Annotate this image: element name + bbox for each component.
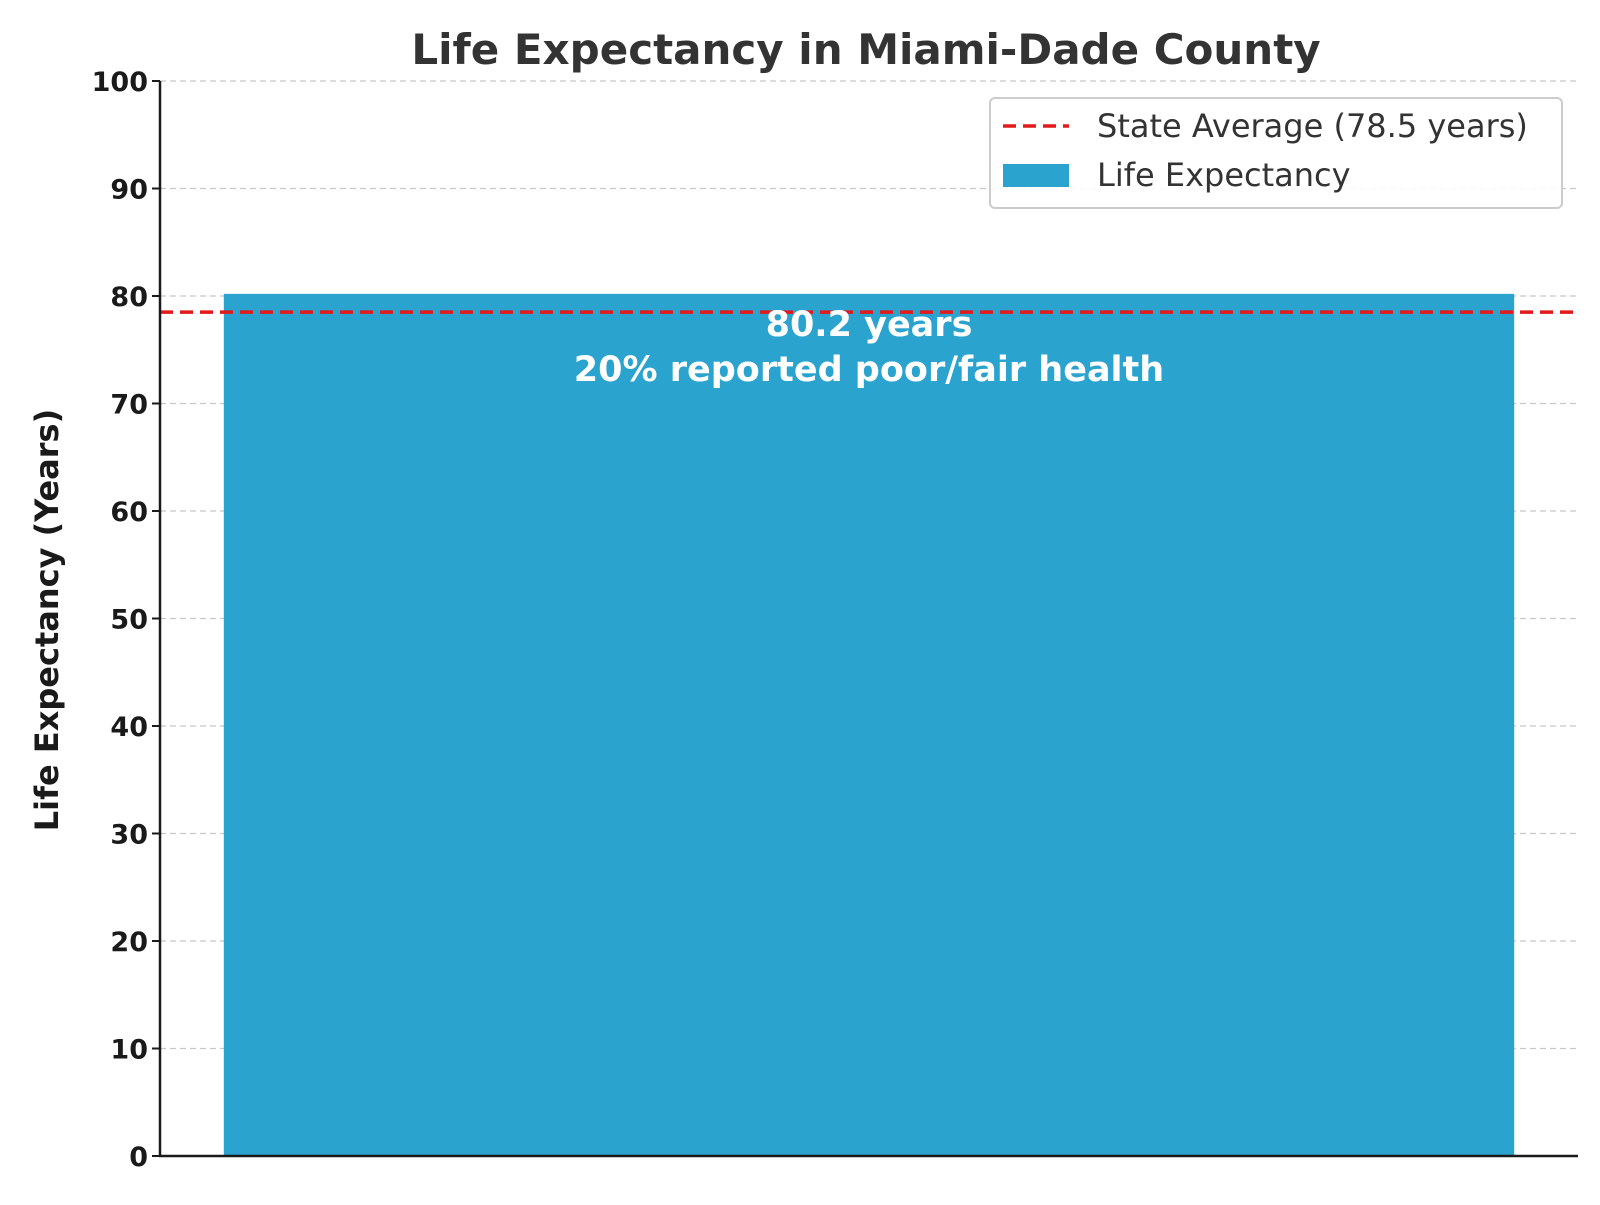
legend-entry-state-average: State Average (78.5 years) [1097, 107, 1528, 145]
y-axis-label: Life Expectancy (Years) [28, 409, 66, 831]
y-tick-label-100: 100 [92, 67, 148, 98]
y-tick-label-20: 20 [110, 927, 148, 958]
y-tick-label-50: 50 [110, 605, 148, 636]
legend-entry-life-expectancy: Life Expectancy [1097, 156, 1351, 194]
bar-data-label-line-0: 80.2 years [766, 305, 973, 345]
y-tick-label-0: 0 [129, 1142, 148, 1173]
y-tick-label-80: 80 [110, 282, 148, 313]
y-tick-label-90: 90 [110, 175, 148, 206]
y-tick-labels: 0 10 20 30 40 50 60 70 80 90 100 [92, 67, 160, 1173]
y-tick-label-70: 70 [110, 390, 148, 421]
bar-0-0 [223, 293, 1515, 1157]
bar-labels: 80.2 years 20% reported poor/fair health [574, 305, 1164, 390]
y-tick-label-60: 60 [110, 497, 148, 528]
y-tick-label-40: 40 [110, 712, 148, 743]
bar-data-label-line-1: 20% reported poor/fair health [574, 350, 1164, 390]
legend-bar-swatch [1003, 164, 1069, 187]
y-tick-label-30: 30 [110, 820, 148, 851]
legend: State Average (78.5 years) Life Expectan… [989, 97, 1563, 209]
y-tick-label-10: 10 [110, 1035, 148, 1066]
bars [223, 293, 1515, 1157]
chart-title: Life Expectancy in Miami-Dade County [411, 25, 1320, 74]
legend-box [989, 97, 1563, 209]
